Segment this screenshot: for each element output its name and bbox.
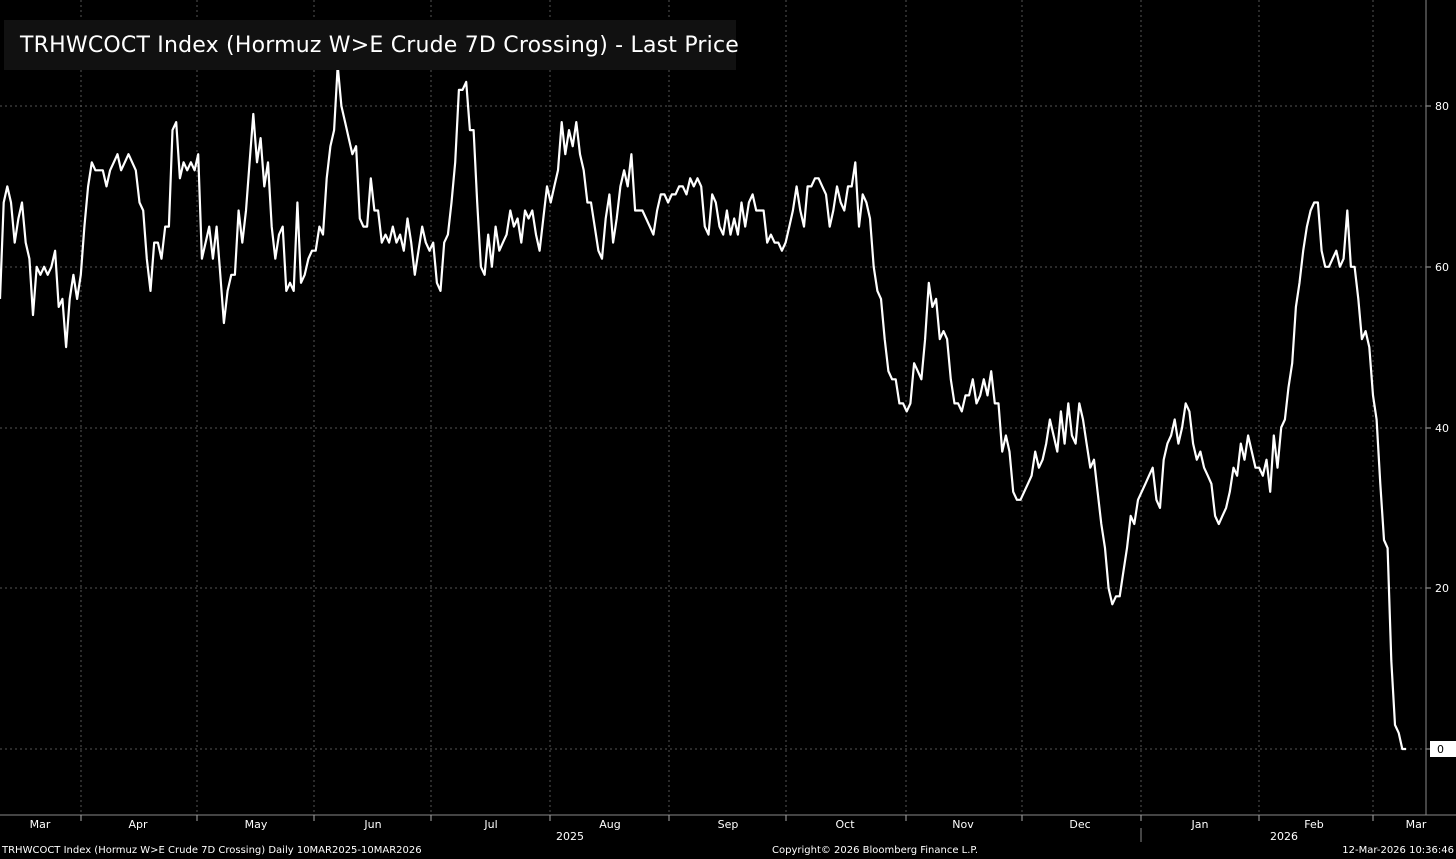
x-tick-label: Feb <box>1304 818 1323 831</box>
x-tick-label: Nov <box>952 818 974 831</box>
x-tick-label: Oct <box>835 818 855 831</box>
footer-timestamp: 12-Mar-2026 10:36:46 <box>1342 845 1454 856</box>
x-tick-label: May <box>245 818 268 831</box>
year-label: 2025 <box>556 830 584 843</box>
y-tick-label: 40 <box>1435 422 1449 435</box>
last-value-box <box>1430 741 1456 757</box>
y-tick-label: 60 <box>1435 261 1449 274</box>
footer-description: TRHWCOCT Index (Hormuz W>E Crude 7D Cros… <box>2 845 422 856</box>
legend-label: TRHWCOCT Index (Hormuz W>E Crude 7D Cros… <box>20 32 739 58</box>
x-tick-label: Sep <box>718 818 739 831</box>
x-tick-label: Jul <box>483 818 497 831</box>
grid <box>0 0 1426 815</box>
x-tick-label: Mar <box>30 818 51 831</box>
x-tick-label: Aug <box>599 818 620 831</box>
last-value-label: 0 <box>1437 743 1444 756</box>
x-tick-label: Jan <box>1191 818 1209 831</box>
series-line <box>0 64 1406 751</box>
x-tick-label: Mar <box>1406 818 1427 831</box>
x-tick-label: Apr <box>128 818 148 831</box>
x-tick-label: Jun <box>363 818 381 831</box>
x-tick-label: Dec <box>1069 818 1090 831</box>
footer-copyright: Copyright© 2026 Bloomberg Finance L.P. <box>772 845 979 856</box>
y-tick-label: 80 <box>1435 100 1449 113</box>
year-label: 2026 <box>1270 830 1298 843</box>
legend: TRHWCOCT Index (Hormuz W>E Crude 7D Cros… <box>4 20 739 70</box>
y-tick-label: 20 <box>1435 582 1449 595</box>
